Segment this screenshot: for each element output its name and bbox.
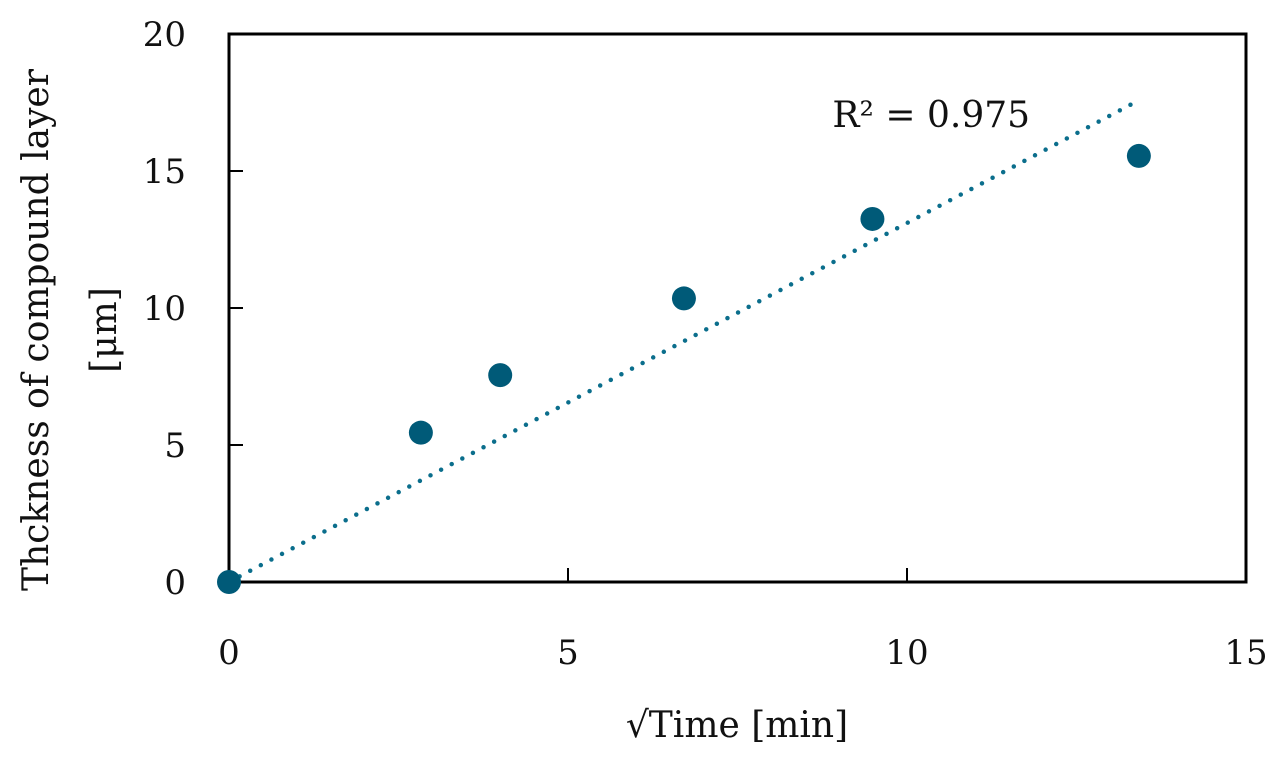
y-axis-title-line-1: Thckness of compound layer (16, 68, 57, 591)
y-axis-title: Thckness of compound layer [μm] (16, 68, 125, 591)
x-tick-label: 10 (885, 633, 928, 673)
r-squared-annotation: R² = 0.975 (832, 95, 1030, 136)
y-axis-title-line-2: [μm] (84, 287, 125, 373)
plot-area-border (227, 32, 1248, 584)
x-axis: 0 5 10 15 (218, 568, 1268, 673)
y-tick-label: 5 (164, 426, 186, 466)
data-point (408, 420, 433, 445)
x-tick-label: 5 (557, 633, 579, 673)
x-tick-label: 15 (1224, 633, 1267, 673)
y-axis: 0 5 10 15 20 (143, 15, 243, 603)
data-point (488, 363, 513, 388)
data-points (217, 143, 1151, 594)
y-tick-label: 20 (143, 15, 186, 55)
data-point (1126, 143, 1151, 168)
trendline-group (226, 98, 1142, 585)
y-tick-label: 0 (164, 563, 186, 603)
data-point (217, 570, 241, 594)
trendline (226, 98, 1142, 585)
y-tick-label: 10 (143, 289, 186, 329)
x-axis-title: √Time [min] (626, 705, 848, 746)
data-point (860, 206, 885, 231)
x-tick-label: 0 (218, 633, 240, 673)
data-point (671, 286, 696, 311)
y-tick-label: 15 (143, 152, 186, 192)
